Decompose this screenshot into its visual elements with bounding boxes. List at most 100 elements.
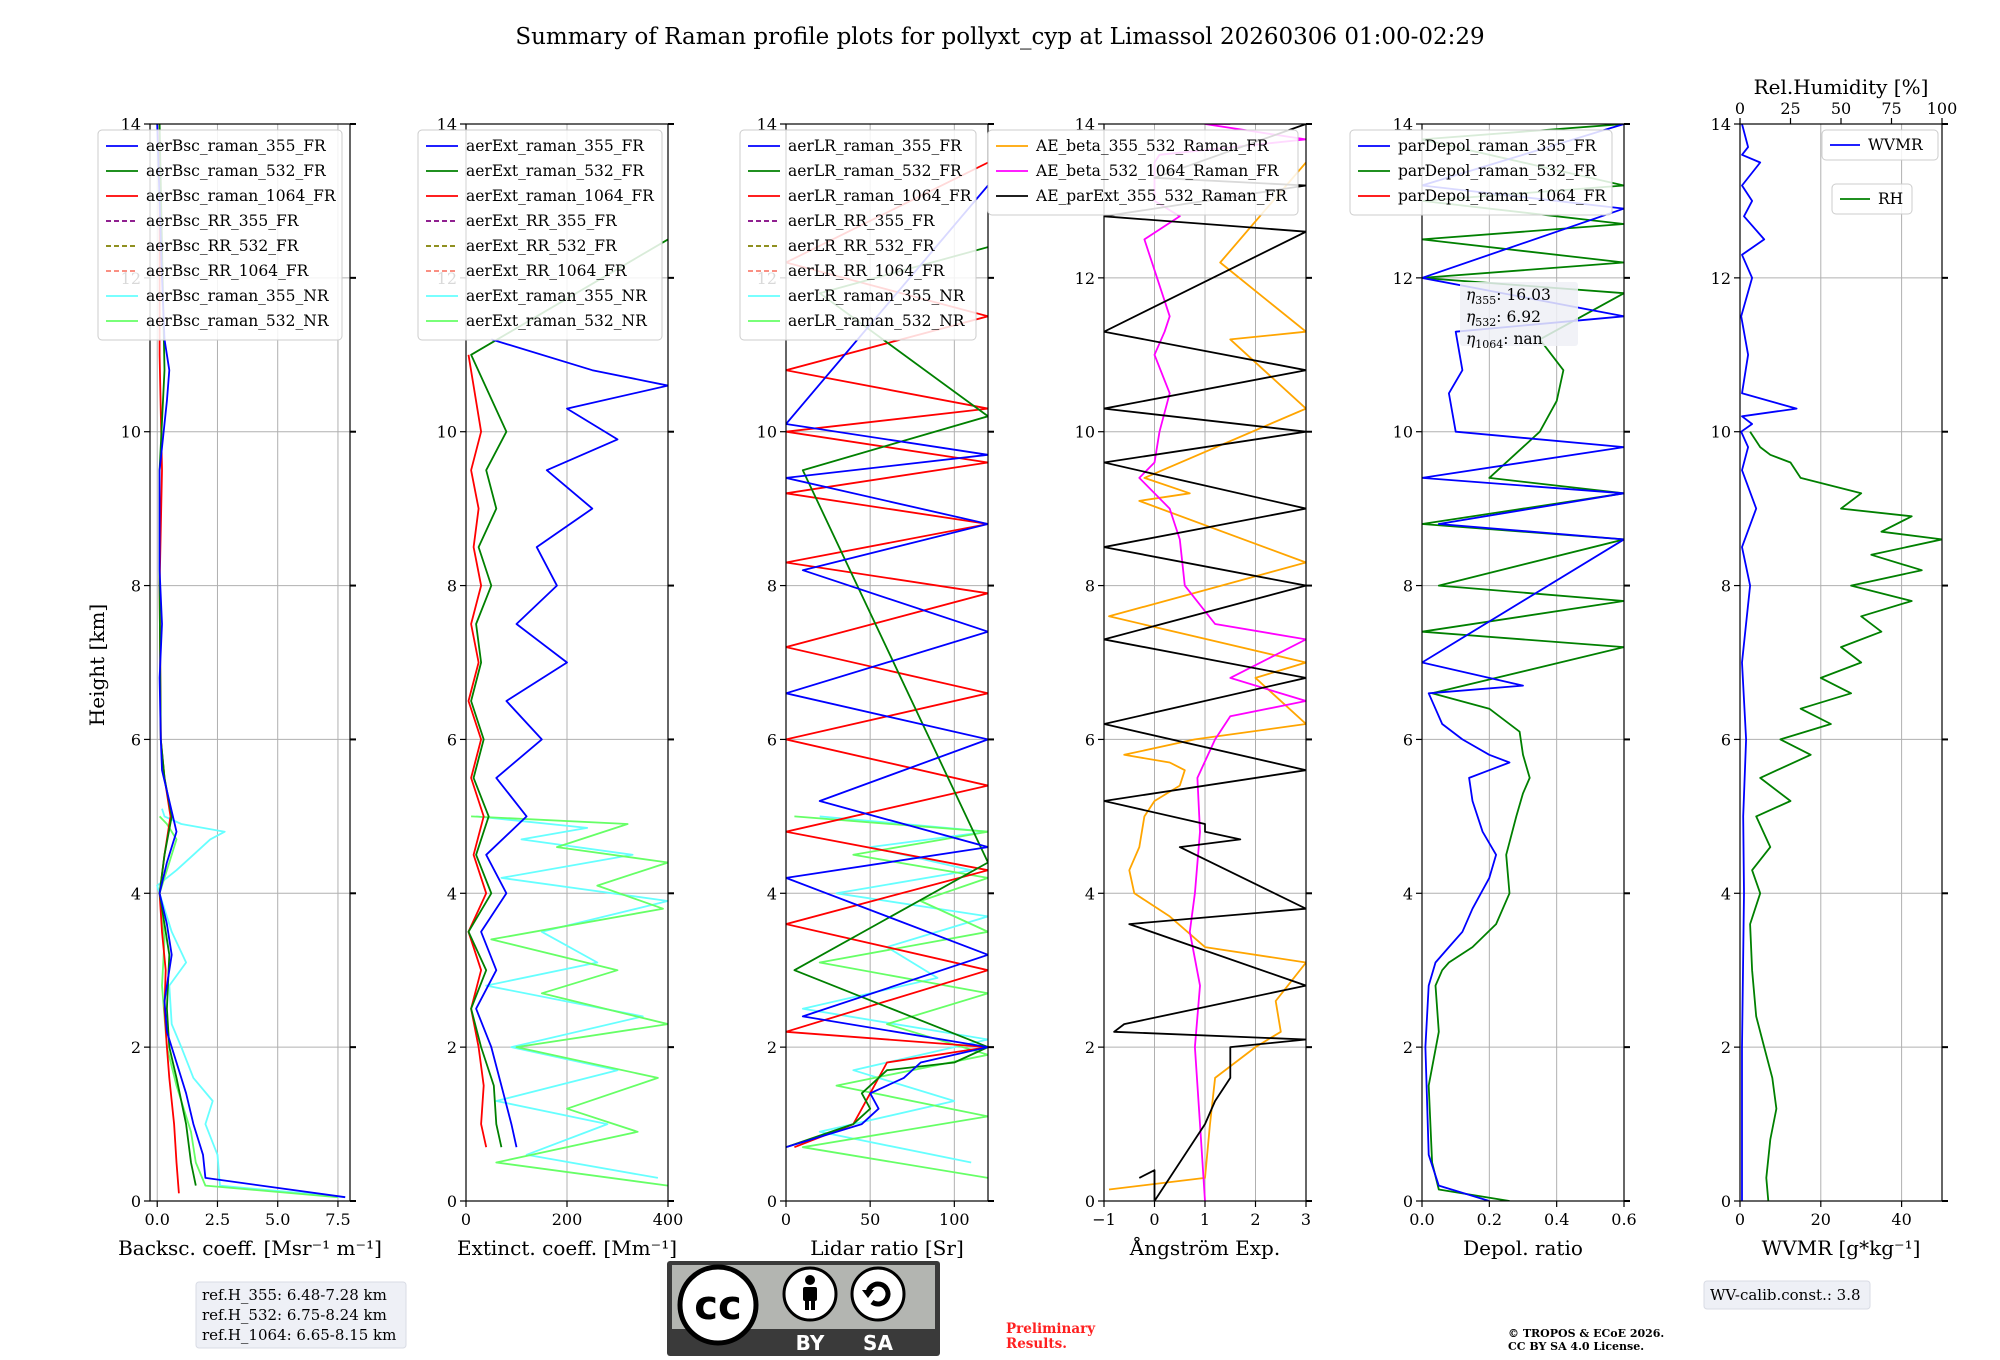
ytick-label-lr-7: 14 (757, 115, 777, 134)
ytick-label-wv-3: 6 (1721, 730, 1731, 749)
ytick-label-dep-3: 6 (1403, 730, 1413, 749)
preliminary-label: Preliminary (1006, 1321, 1096, 1337)
legend-label-lr-1: aerLR_raman_532_FR (788, 162, 963, 180)
legend-box-dep (1349, 129, 1613, 216)
legend-label-lr-0: aerLR_raman_355_FR (788, 137, 963, 155)
xtick-label-ae-3: 2 (1250, 1210, 1260, 1229)
ytick-label-lr-2: 4 (767, 884, 777, 903)
ytick-label-wv-1: 2 (1721, 1038, 1731, 1057)
ytick-label-ext-0: 0 (447, 1192, 457, 1211)
ref-height-355: ref.H_355: 6.48-7.28 km (202, 1286, 387, 1304)
eta-532: η532: 6.92 (1466, 308, 1541, 329)
legend-label-ae-2: AE_parExt_355_532_Raman_FR (1035, 187, 1288, 205)
ytick-label-wv-4: 8 (1721, 577, 1731, 596)
xtick-label-ae-0: −1 (1092, 1210, 1116, 1229)
series-bsc-aerBsc_raman_355_NR (156, 808, 346, 1199)
xtick-label-ext-1: 200 (552, 1210, 583, 1229)
panel-ext: 020040002468101214Extinct. coeff. [Mm⁻¹]… (417, 115, 683, 1260)
cc-logo-icon (677, 1264, 759, 1346)
series-lr-aerLR_raman_355_FR (786, 184, 988, 1149)
ytick-label-bsc-2: 4 (131, 884, 141, 903)
ytick-label-bsc-0: 0 (131, 1192, 141, 1211)
xlabel-ext: Extinct. coeff. [Mm⁻¹] (457, 1236, 677, 1260)
cc-by-label: BY (796, 1331, 825, 1355)
eta-1064: η1064: nan (1466, 330, 1543, 351)
panel-lr: 05010002468101214Lidar ratio [Sr]aerLR_r… (739, 115, 994, 1260)
xtick-label-bsc-1: 2.5 (205, 1210, 230, 1229)
series-ext-aerExt_raman_532_NR (471, 815, 668, 1187)
ytick-label-wv-2: 4 (1721, 884, 1731, 903)
legend-label-bsc-7: aerBsc_raman_532_NR (146, 312, 330, 330)
legend-bsc: aerBsc_raman_355_FR aerBsc_raman_532_FRae… (97, 129, 343, 341)
share-alike-icon (850, 1266, 906, 1322)
legend-label-ae-1: AE_beta_532_1064_Raman_FR (1035, 162, 1280, 180)
series-wv-RH (1749, 431, 1942, 1201)
ytick-label-ae-3: 6 (1085, 730, 1095, 749)
series-group-wv (1740, 124, 1942, 1201)
xtick-label-wv-1: 20 (1811, 1210, 1831, 1229)
top-xtick-label-0: 0 (1735, 99, 1745, 118)
xtick-label-dep-1: 0.2 (1477, 1210, 1502, 1229)
legend-label-dep-0: parDepol_raman_355_FR (1398, 137, 1598, 155)
ytick-label-ae-5: 10 (1075, 423, 1095, 442)
series-group-dep (1422, 124, 1624, 1201)
xtick-label-dep-2: 0.4 (1544, 1210, 1569, 1229)
legend-label-bsc-3: aerBsc_RR_355_FR (146, 212, 300, 230)
legend-label-bsc-4: aerBsc_RR_532_FR (146, 237, 300, 255)
xtick-label-dep-3: 0.6 (1611, 1210, 1636, 1229)
ytick-label-dep-2: 4 (1403, 884, 1413, 903)
legend-label-lr-5: aerLR_RR_1064_FR (788, 262, 946, 280)
legend-label-lr-4: aerLR_RR_532_FR (788, 237, 936, 255)
xtick-label-bsc-0: 0.0 (145, 1210, 170, 1229)
legend-ext: aerExt_raman_355_FR aerExt_raman_532_FRae… (417, 129, 663, 341)
xtick-label-wv-2: 40 (1891, 1210, 1911, 1229)
ytick-label-ext-2: 4 (447, 884, 457, 903)
legend-label-ext-2: aerExt_raman_1064_FR (466, 187, 655, 205)
series-ext-aerExt_raman_532_FR (467, 238, 668, 1148)
panels: 0.02.55.07.502468101214Backsc. coeff. [M… (97, 75, 1957, 1260)
wv-calib-box: WV-calib.const.: 3.8 (1703, 1280, 1871, 1310)
ytick-label-bsc-3: 6 (131, 730, 141, 749)
xlabel-dep: Depol. ratio (1463, 1236, 1583, 1260)
panel-bsc: 0.02.55.07.502468101214Backsc. coeff. [M… (97, 115, 382, 1260)
ytick-label-ext-7: 14 (437, 115, 457, 134)
cc-logo-text: cc (694, 1283, 741, 1329)
top-axis-label: Rel.Humidity [%] (1754, 75, 1929, 99)
ytick-label-ae-4: 8 (1085, 577, 1095, 596)
legend-label-ext-0: aerExt_raman_355_FR (466, 137, 645, 155)
legend-label-ext-5: aerExt_RR_1064_FR (466, 262, 628, 280)
series-bsc-aerBsc_raman_532_NR (158, 815, 339, 1199)
cc-sa-label: SA (863, 1331, 893, 1355)
ytick-label-ae-6: 12 (1075, 269, 1095, 288)
y-axis-label: Height [km] (85, 604, 109, 726)
series-ae-AE_beta_355_532_Raman_FR (1108, 161, 1306, 1191)
series-group-bsc (156, 124, 346, 1199)
xtick-label-wv-0: 0 (1735, 1210, 1745, 1229)
series-dep-parDepol_raman_532_FR (1422, 124, 1624, 1201)
legend-box-ae (987, 129, 1299, 216)
legend-ae: AE_beta_355_532_Raman_FR AE_beta_532_1064… (987, 129, 1299, 216)
ytick-label-dep-6: 12 (1393, 269, 1413, 288)
legend-box-lr (739, 129, 977, 341)
ytick-label-wv-0: 0 (1721, 1192, 1731, 1211)
legend-label-ext-6: aerExt_raman_355_NR (466, 287, 648, 305)
legend-dep: parDepol_raman_355_FR parDepol_raman_532_… (1349, 129, 1613, 216)
ytick-label-bsc-7: 14 (121, 115, 141, 134)
top-xtick-label-3: 75 (1881, 99, 1901, 118)
legend-label-bsc-1: aerBsc_raman_532_FR (146, 162, 327, 180)
ytick-label-ext-3: 6 (447, 730, 457, 749)
eta-355: η355: 16.03 (1466, 286, 1551, 307)
eta-annotation-box (1460, 282, 1578, 346)
series-group-lr (786, 161, 988, 1179)
ytick-label-bsc-1: 2 (131, 1038, 141, 1057)
legend-label-wv-0: WVMR (1868, 136, 1924, 154)
legend-label-bsc-0: aerBsc_raman_355_FR (146, 137, 327, 155)
frame-bsc (149, 123, 351, 1202)
xtick-label-ext-0: 0 (461, 1210, 471, 1229)
ytick-label-bsc-4: 8 (131, 577, 141, 596)
wv-calib-const: WV-calib.const.: 3.8 (1710, 1286, 1861, 1304)
legend-box-bsc (97, 129, 343, 341)
xlabel-wv: WVMR [g*kg⁻¹] (1762, 1236, 1921, 1260)
